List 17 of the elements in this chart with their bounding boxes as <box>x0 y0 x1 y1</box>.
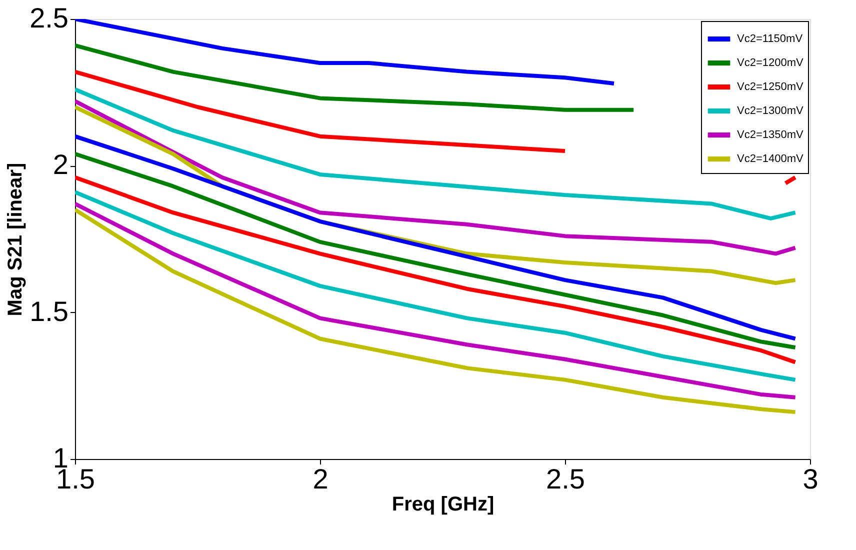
legend-label: Vc2=1300mV <box>737 105 804 117</box>
x-tick-label: 3 <box>802 464 818 494</box>
line-series <box>75 175 798 364</box>
legend-label: Vc2=1150mV <box>737 33 804 45</box>
y-tick-label: 1.5 <box>30 296 68 327</box>
legend-label: Vc2=1400mV <box>737 153 804 165</box>
x-axis-title: Freq [GHz] <box>392 494 494 516</box>
line-series <box>75 19 616 86</box>
x-tick-label: 2.5 <box>546 464 585 494</box>
legend-label: Vc2=1200mV <box>737 57 804 69</box>
y-axis-title: Mag S21 [linear] <box>4 162 27 316</box>
line-series <box>75 43 636 112</box>
y-tick-label: 2 <box>52 149 68 180</box>
y-tick-label: 2.5 <box>30 2 68 34</box>
x-tick-label: 2 <box>312 464 328 494</box>
legend-label: Vc2=1350mV <box>737 129 804 141</box>
legend-label: Vc2=1250mV <box>737 81 804 93</box>
